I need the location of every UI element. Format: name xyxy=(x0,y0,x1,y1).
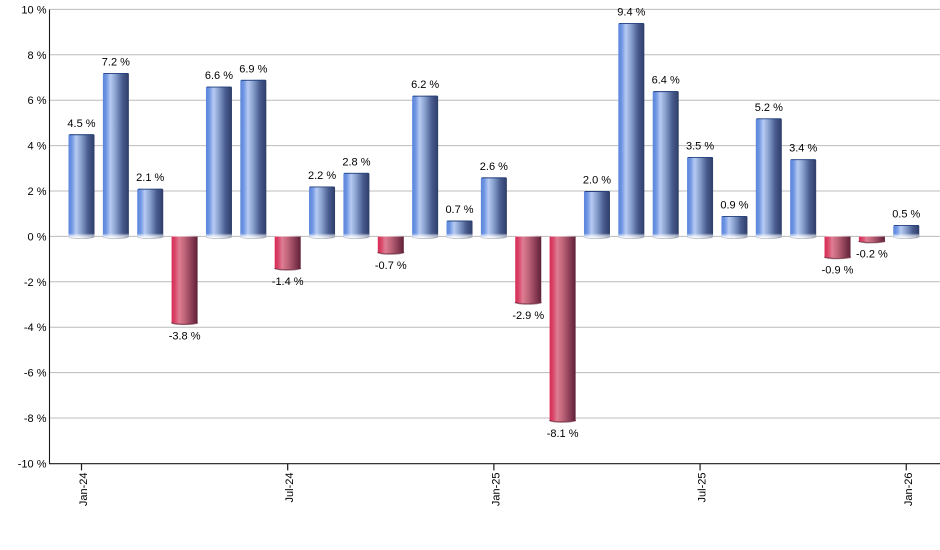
svg-text:3.4 %: 3.4 % xyxy=(789,143,817,155)
svg-text:-6 %: -6 % xyxy=(24,368,47,380)
svg-text:-0.2 %: -0.2 % xyxy=(856,249,888,261)
svg-text:-0.7 %: -0.7 % xyxy=(375,260,407,272)
svg-text:0.7 %: 0.7 % xyxy=(445,204,473,216)
svg-text:6.4 %: 6.4 % xyxy=(652,75,680,87)
svg-text:2.2 %: 2.2 % xyxy=(308,170,336,182)
svg-text:0.9 %: 0.9 % xyxy=(720,199,748,211)
svg-text:-4 %: -4 % xyxy=(24,322,47,334)
svg-text:-10 %: -10 % xyxy=(18,458,47,470)
svg-text:10 %: 10 % xyxy=(21,4,46,16)
svg-text:2.0 %: 2.0 % xyxy=(583,175,611,187)
svg-text:-2 %: -2 % xyxy=(24,277,47,289)
svg-text:Jan-26: Jan-26 xyxy=(903,473,915,507)
svg-text:2.1 %: 2.1 % xyxy=(136,172,164,184)
svg-text:2.6 %: 2.6 % xyxy=(480,161,508,173)
svg-text:Jan-24: Jan-24 xyxy=(78,473,90,507)
svg-text:-3.8 %: -3.8 % xyxy=(169,330,201,342)
svg-text:Jan-25: Jan-25 xyxy=(490,473,502,507)
svg-text:-2.9 %: -2.9 % xyxy=(512,310,544,322)
svg-text:6 %: 6 % xyxy=(28,95,47,107)
svg-text:9.4 %: 9.4 % xyxy=(617,7,645,19)
svg-text:-8.1 %: -8.1 % xyxy=(547,428,579,440)
svg-text:-8 %: -8 % xyxy=(24,413,47,425)
svg-text:-1.4 %: -1.4 % xyxy=(272,276,304,288)
svg-text:-0.9 %: -0.9 % xyxy=(822,265,854,277)
svg-text:4 %: 4 % xyxy=(28,141,47,153)
svg-text:8 %: 8 % xyxy=(28,50,47,62)
svg-text:6.6 %: 6.6 % xyxy=(205,70,233,82)
svg-text:5.2 %: 5.2 % xyxy=(755,102,783,114)
svg-text:6.9 %: 6.9 % xyxy=(239,63,267,75)
svg-text:2 %: 2 % xyxy=(28,186,47,198)
svg-text:7.2 %: 7.2 % xyxy=(102,56,130,68)
svg-text:0.5 %: 0.5 % xyxy=(892,209,920,221)
svg-text:6.2 %: 6.2 % xyxy=(411,79,439,91)
svg-text:0 %: 0 % xyxy=(28,231,47,243)
svg-text:Jul-24: Jul-24 xyxy=(284,473,296,503)
svg-text:2.8 %: 2.8 % xyxy=(342,156,370,168)
svg-text:3.5 %: 3.5 % xyxy=(686,140,714,152)
svg-text:Jul-25: Jul-25 xyxy=(697,473,709,503)
svg-text:4.5 %: 4.5 % xyxy=(67,118,95,130)
